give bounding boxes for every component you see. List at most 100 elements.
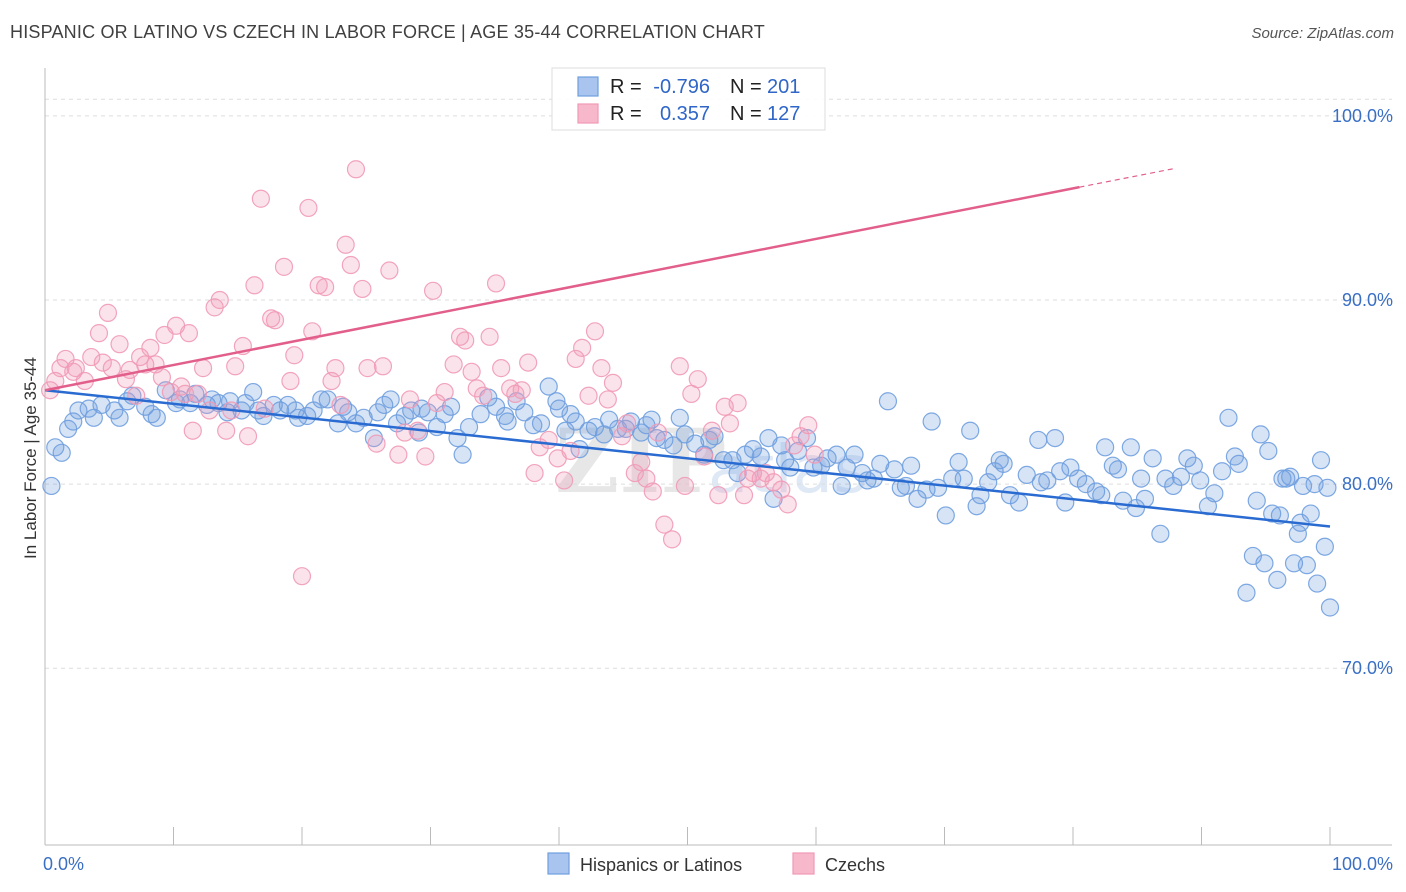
point-1-33 [217,421,236,440]
point-0-113 [832,476,851,496]
point-1-76 [480,327,499,346]
point-0-162 [1143,449,1162,468]
point-0-44 [354,408,373,427]
point-1-122 [778,495,797,514]
point-0-154 [1096,438,1115,457]
point-1-5 [66,359,85,378]
point-0-139 [994,454,1013,473]
tick-labels: 100.0% 90.0% 80.0% 70.0% 0.0% 100.0% [43,106,1393,874]
point-0-11 [118,392,137,411]
point-1-60 [373,357,393,376]
y-tick-label-0: 100.0% [1332,106,1393,126]
point-0-175 [1229,454,1248,473]
series-hispanics-or-latinos [42,377,1340,617]
point-1-73 [462,362,481,381]
point-0-143 [1029,430,1048,450]
point-1-109 [695,447,714,466]
x-tick-label-1: 100.0% [1332,854,1393,874]
point-1-66 [416,447,435,466]
point-0-69 [531,414,551,433]
point-1-37 [238,427,258,446]
point-1-92 [585,322,605,341]
point-0-145 [1038,471,1057,490]
point-0-41 [334,397,353,416]
point-1-7 [82,347,101,367]
point-1-32 [210,290,229,310]
point-0-28 [244,382,263,402]
point-1-12 [110,335,129,354]
point-1-45 [285,346,304,365]
point-1-58 [358,359,377,378]
point-1-10 [98,303,118,322]
point-1-50 [316,278,335,297]
point-0-88 [655,430,674,450]
point-0-197 [1268,570,1287,589]
point-0-91 [675,425,695,444]
point-0-178 [1251,425,1270,444]
point-0-76 [570,440,589,459]
point-1-77 [486,274,506,293]
point-1-87 [555,471,574,490]
point-1-35 [226,357,245,376]
point-0-147 [1051,462,1070,481]
point-1-55 [341,255,360,275]
point-1-101 [643,482,662,501]
point-1-126 [805,445,824,464]
point-0-110 [812,456,831,475]
point-0-132 [954,469,973,488]
point-1-102 [648,423,668,442]
point-0-151 [1076,475,1095,494]
point-1-115 [734,486,754,505]
point-1-125 [799,416,818,435]
point-1-75 [474,386,493,405]
point-0-0 [42,476,61,496]
point-1-99 [632,452,651,472]
series-czechs [41,160,824,586]
point-0-191 [1315,537,1334,556]
point-1-27 [183,421,202,440]
point-1-61 [380,261,399,280]
point-0-142 [1017,465,1036,485]
point-0-112 [827,445,846,464]
point-0-10 [110,408,129,427]
point-0-199 [1243,546,1263,566]
point-1-28 [188,384,208,403]
point-1-83 [525,463,544,483]
point-1-89 [566,349,585,369]
point-1-46 [292,567,312,586]
stats-swatch-0 [577,76,599,97]
y-tick-label-3: 70.0% [1342,658,1393,678]
point-0-192 [1308,574,1327,593]
point-0-90 [670,408,689,427]
point-1-90 [573,338,592,357]
point-1-64 [400,390,420,409]
point-0-193 [1297,556,1316,575]
point-0-101 [751,447,770,466]
point-0-15 [147,408,166,427]
stats-swatch-1 [577,103,599,124]
y-tick-label-2: 80.0% [1342,474,1393,494]
point-0-34 [286,401,305,420]
y-axis-label: In Labor Force | Age 35-44 [21,357,40,559]
point-1-38 [245,276,264,295]
point-0-173 [1219,408,1238,427]
point-1-26 [179,324,199,343]
point-0-156 [1108,460,1128,479]
point-1-105 [670,357,689,376]
point-0-166 [1171,467,1191,486]
point-0-153 [1092,486,1111,505]
point-0-196 [1273,469,1292,488]
stats-n-label-0: N = [730,76,762,98]
point-0-177 [1247,491,1266,510]
point-1-111 [709,486,728,505]
point-1-110 [702,421,722,440]
point-1-42 [265,311,285,330]
point-0-59 [453,445,472,464]
point-0-144 [1031,473,1050,492]
point-0-189 [1318,478,1337,497]
point-0-75 [566,412,585,431]
point-0-171 [1205,484,1224,503]
point-1-8 [89,324,109,343]
point-1-81 [512,381,531,400]
